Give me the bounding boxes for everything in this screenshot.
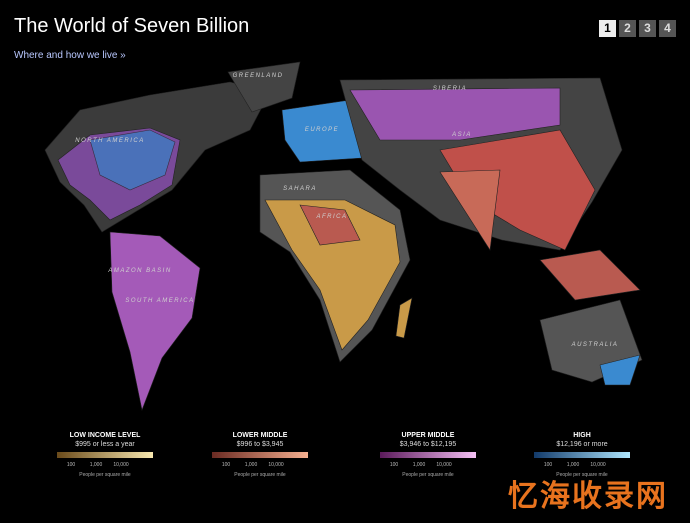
legend-tick: 100 [390, 462, 399, 468]
map-label: AFRICA [315, 214, 347, 220]
legend-bar [380, 452, 476, 458]
legend-range: $3,946 to $12,195 [400, 441, 457, 448]
legend-range: $996 to $3,945 [237, 441, 284, 448]
legend-tick: 10,000 [436, 462, 452, 468]
legend-caption: People per square mile [79, 472, 131, 478]
legend-caption: People per square mile [402, 472, 454, 478]
legend-tick: 1,000 [245, 462, 258, 468]
legend-title: LOWER MIDDLE [233, 432, 288, 439]
map-label: AUSTRALIA [571, 342, 619, 348]
title: The World of Seven Billion [14, 15, 250, 37]
map-label: EUROPE [305, 127, 339, 133]
legend-title: HIGH [573, 432, 591, 439]
map-label: GREENLAND [233, 73, 284, 79]
map-label: SAHARA [283, 186, 317, 192]
map-label: AMAZON BASIN [107, 268, 171, 274]
legend-tick: 1,000 [90, 462, 103, 468]
legend-tick: 100 [544, 462, 553, 468]
legend-tick: 1,000 [413, 462, 426, 468]
legend-bar [212, 452, 308, 458]
legend-tick: 10,000 [590, 462, 606, 468]
page-button[interactable]: 2 [619, 20, 636, 37]
page-button[interactable]: 3 [639, 20, 656, 37]
legend-caption: People per square mile [556, 472, 608, 478]
legend-tick: 100 [222, 462, 231, 468]
legend-tick: 100 [67, 462, 76, 468]
legend-range: $995 or less a year [75, 441, 135, 448]
map-label: SIBERIA [433, 86, 467, 92]
legend-range: $12,196 or more [556, 441, 607, 448]
legend-title: LOW INCOME LEVEL [70, 432, 142, 439]
legend-bar [57, 452, 153, 458]
map-label: SOUTH AMERICA [125, 298, 194, 304]
subtitle[interactable]: Where and how we live » [14, 50, 126, 61]
legend-tick: 10,000 [268, 462, 284, 468]
legend-title: UPPER MIDDLE [402, 432, 455, 439]
legend-tick: 10,000 [113, 462, 129, 468]
page-button[interactable]: 1 [599, 20, 616, 37]
legend-tick: 1,000 [567, 462, 580, 468]
map-label: ASIA [451, 132, 472, 138]
map-label: NORTH AMERICA [75, 138, 145, 144]
page-button[interactable]: 4 [659, 20, 676, 37]
legend-bar [534, 452, 630, 458]
landmass [44, 61, 643, 412]
watermark: 忆海收录网 [508, 480, 668, 513]
legend-caption: People per square mile [234, 472, 286, 478]
